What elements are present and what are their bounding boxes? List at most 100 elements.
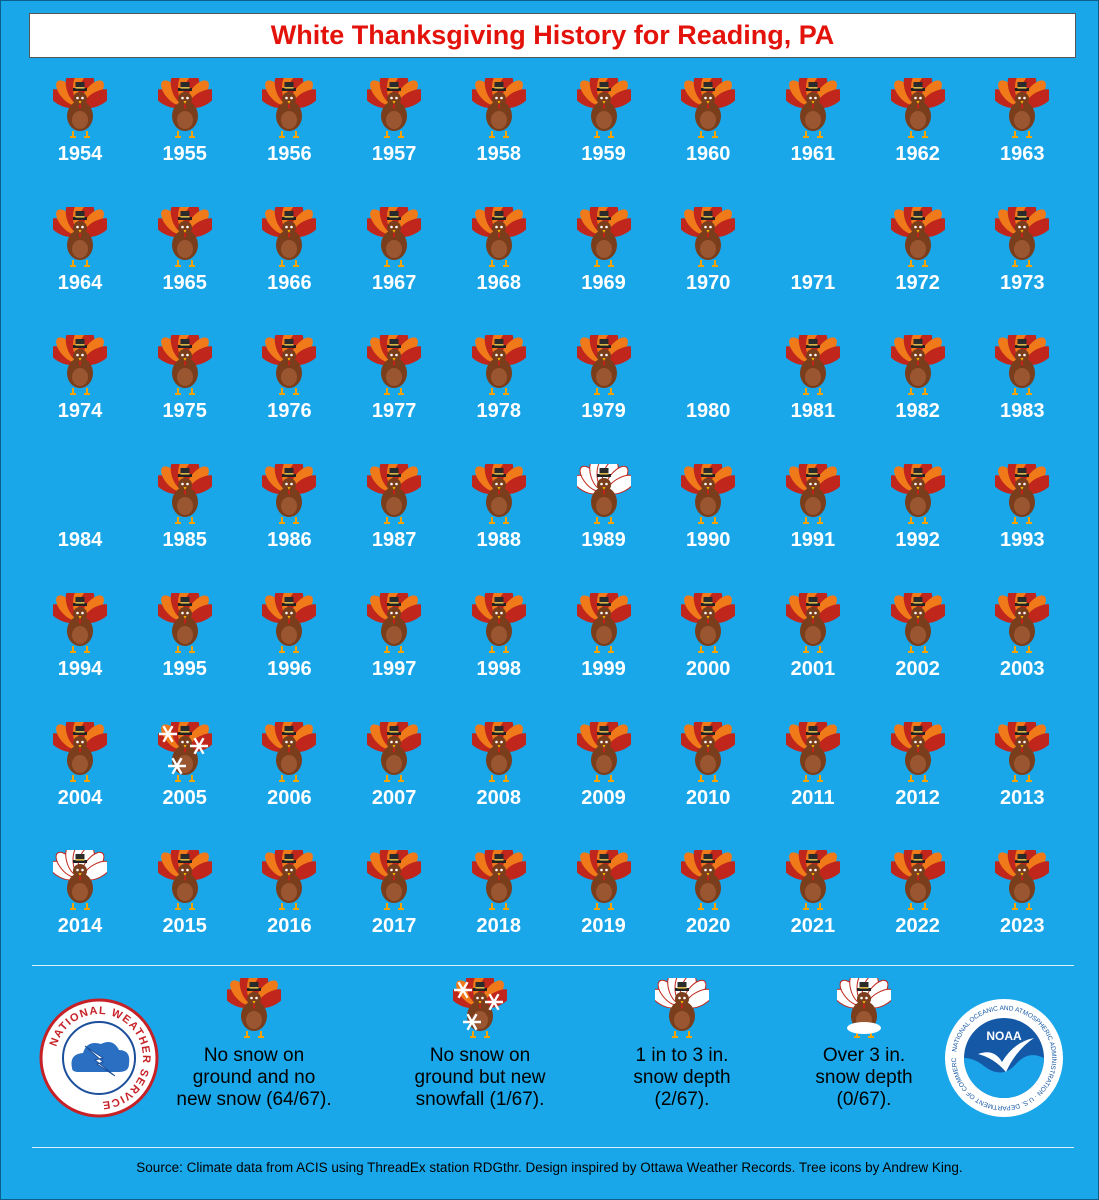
year-cell: 1984 [35, 464, 125, 592]
year-label: 1992 [895, 529, 940, 552]
turkey-icon [676, 716, 740, 784]
year-cell: 1964 [35, 201, 125, 335]
turkey-icon [676, 587, 740, 655]
year-label: 2018 [476, 915, 522, 938]
turkey-icon [990, 73, 1054, 140]
year-cell: 1993 [977, 459, 1067, 592]
turkey-icon [467, 330, 531, 397]
year-label: 1976 [267, 400, 312, 423]
year-cell: 2003 [977, 587, 1067, 721]
nws-logo: NATIONAL WEATHER SERVICE [39, 998, 159, 1118]
year-cell: 1965 [140, 201, 230, 335]
year-label: 1967 [371, 271, 417, 294]
turkey-icon [258, 716, 321, 784]
turkey-icon [362, 330, 426, 397]
turkey-icon [467, 73, 531, 140]
year-cell: 2008 [454, 716, 544, 850]
year-cell: 1971 [768, 207, 858, 335]
year-cell: 1956 [244, 73, 334, 206]
year-label: 2008 [476, 786, 522, 809]
year-label: 1959 [581, 143, 626, 165]
year-cell: 2022 [873, 845, 963, 978]
year-cell: 1960 [663, 73, 753, 206]
year-label: 1983 [1000, 400, 1045, 423]
year-cell: 1999 [559, 587, 649, 721]
year-label: 1991 [790, 529, 836, 552]
year-label: 1958 [476, 143, 522, 165]
legend-label: No snow on ground and no new snow (64/67… [176, 1045, 332, 1110]
turkey-icon [153, 73, 216, 140]
year-cell: 2014 [35, 844, 125, 978]
turkey-icon [886, 459, 949, 526]
turkey-icon [258, 587, 321, 655]
year-cell: 1974 [35, 330, 125, 463]
year-label: 1999 [581, 657, 626, 680]
year-label: 2001 [790, 657, 836, 680]
year-label: 2017 [371, 915, 417, 938]
turkey-icon [990, 330, 1054, 397]
year-cell: 1973 [977, 201, 1067, 335]
year-label: 2000 [685, 657, 731, 680]
turkey-icon [886, 201, 949, 269]
year-label: 2011 [791, 786, 835, 809]
year-label: 1990 [685, 529, 731, 552]
legend-label: 1 in to 3 in. snow depth (2/67). [633, 1045, 731, 1110]
year-cell: 2001 [768, 587, 858, 721]
turkey-icon [886, 330, 949, 397]
year-cell: 1970 [663, 201, 753, 335]
year-cell: 2010 [663, 716, 753, 850]
year-label: 2003 [1000, 657, 1045, 680]
divider-top [32, 965, 1074, 966]
turkey-icon [676, 201, 740, 269]
year-cell: 1962 [873, 73, 963, 206]
year-cell: 1988 [454, 459, 544, 592]
turkey-icon [886, 845, 949, 912]
turkey-icon [362, 587, 426, 655]
turkey-icon [467, 459, 531, 526]
year-label: 1978 [476, 400, 522, 423]
turkey-icon [448, 973, 512, 1040]
year-cell: 1979 [559, 330, 649, 463]
year-cell: 1983 [977, 330, 1067, 463]
year-label: 1957 [371, 143, 417, 165]
turkey-icon [650, 972, 714, 1040]
year-label: 1971 [790, 271, 836, 294]
year-cell: 1986 [244, 459, 334, 592]
year-cell: 2021 [768, 845, 858, 978]
turkey-icon [153, 459, 216, 526]
year-cell: 2017 [349, 845, 439, 978]
year-label: 1985 [162, 529, 207, 552]
year-label: 1962 [895, 143, 940, 165]
year-label: 2002 [895, 657, 940, 680]
year-cell: 1958 [454, 73, 544, 206]
year-label: 1960 [685, 143, 731, 165]
year-cell: 1961 [768, 73, 858, 206]
year-label: 2009 [581, 786, 626, 809]
turkey-icon [258, 201, 321, 269]
turkey-icon [781, 587, 845, 655]
page-title: White Thanksgiving History for Reading, … [29, 13, 1076, 58]
year-cell: 1996 [244, 587, 334, 721]
turkey-icon [990, 459, 1054, 526]
year-label: 1973 [1000, 271, 1045, 294]
year-label: 1963 [1000, 143, 1045, 165]
year-cell: 2011 [768, 716, 858, 850]
year-cell: 2009 [559, 716, 649, 850]
year-cell: 1954 [35, 73, 125, 206]
year-cell: 2005 [140, 716, 230, 850]
year-label: 1998 [476, 657, 522, 680]
year-cell: 1985 [140, 459, 230, 592]
year-cell: 1995 [140, 587, 230, 721]
year-label: 1982 [895, 400, 940, 423]
turkey-icon [572, 845, 635, 912]
turkey-icon [572, 587, 635, 655]
year-cell: 1967 [349, 201, 439, 335]
turkey-icon [886, 716, 949, 784]
year-cell: 1994 [35, 587, 125, 721]
year-cell: 1966 [244, 201, 334, 335]
turkey-icon [572, 201, 635, 269]
turkey-icon [362, 459, 426, 526]
turkey-icon [990, 201, 1054, 269]
divider-bottom [32, 1147, 1074, 1148]
year-label: 2022 [895, 915, 940, 938]
